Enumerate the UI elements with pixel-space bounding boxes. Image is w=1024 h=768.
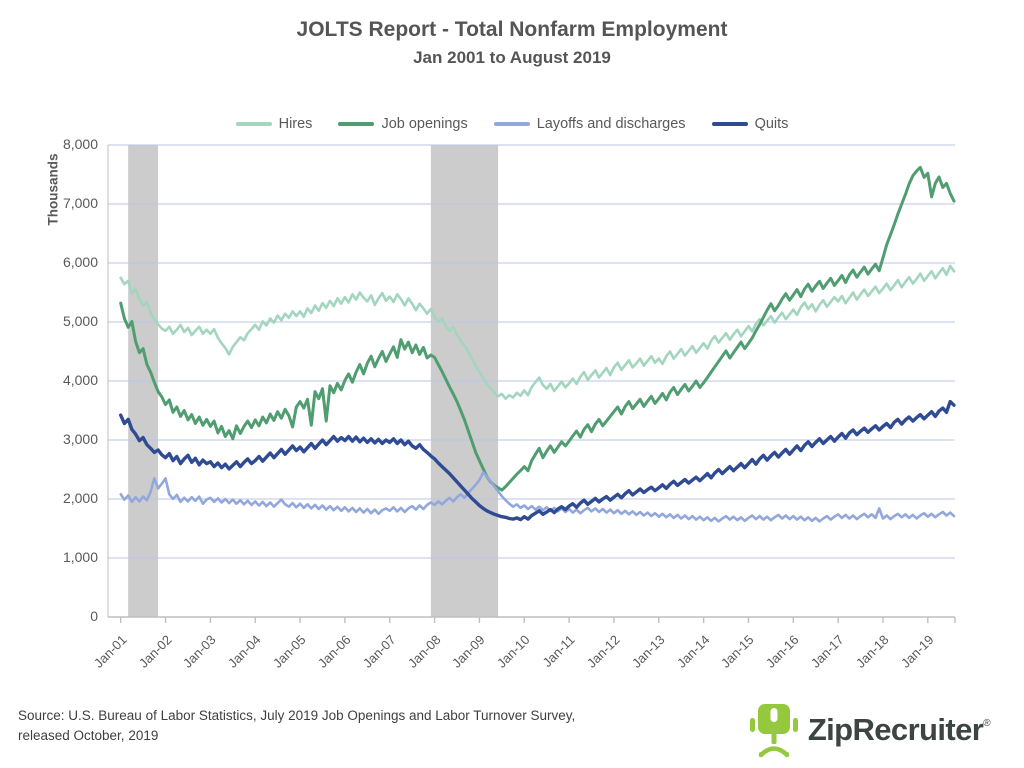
legend-item-hires[interactable]: Hires	[235, 116, 313, 132]
y-axis-tick-label: 8,000	[62, 136, 98, 152]
y-axis-tick-label: 3,000	[62, 431, 98, 447]
source-line-1: Source: U.S. Bureau of Labor Statistics,…	[18, 708, 576, 723]
y-axis-tick-label: 7,000	[62, 195, 98, 211]
legend-label: Layoffs and discharges	[536, 116, 686, 132]
series-line-quits	[118, 399, 956, 522]
legend-label: Hires	[278, 116, 313, 132]
legend-item-layoffs[interactable]: Layoffs and discharges	[493, 116, 686, 132]
legend-item-quits[interactable]: Quits	[711, 116, 789, 132]
legend-item-job-openings[interactable]: Job openings	[338, 116, 468, 132]
series-line-job-openings	[119, 165, 956, 492]
layoffs-swatch-icon	[493, 122, 530, 126]
legend-label: Quits	[754, 116, 789, 132]
office-chair-icon	[749, 704, 798, 758]
y-axis-title: Thousands	[45, 153, 61, 226]
legend-label: Job openings	[381, 116, 468, 132]
quits-swatch-icon	[711, 122, 748, 126]
y-axis-tick-label: 0	[90, 608, 98, 624]
source-note: Source: U.S. Bureau of Labor Statistics,…	[18, 706, 575, 746]
y-axis-tick-label: 6,000	[62, 254, 98, 270]
page-subtitle: Jan 2001 to August 2019	[413, 48, 611, 67]
chart-legend: Hires Job openings Layoffs and discharge…	[0, 116, 1024, 132]
ziprecruiter-logo[interactable]: ZipRecruiter®	[748, 702, 991, 758]
y-axis-tick-label: 2,000	[62, 490, 98, 506]
series-line-layoffs-and-discharges	[119, 471, 956, 523]
y-axis-tick-label: 1,000	[62, 549, 98, 565]
page-title: JOLTS Report - Total Nonfarm Employment	[296, 18, 728, 41]
hires-swatch-icon	[235, 122, 272, 126]
registered-mark: ®	[983, 718, 990, 729]
job-openings-swatch-icon	[338, 122, 375, 126]
series-line-hires	[119, 264, 956, 401]
y-axis-tick-label: 5,000	[62, 313, 98, 329]
y-axis-tick-label: 4,000	[62, 372, 98, 388]
logo-wordmark: ZipRecruiter®	[807, 712, 991, 747]
source-line-2: released October, 2019	[18, 728, 159, 743]
